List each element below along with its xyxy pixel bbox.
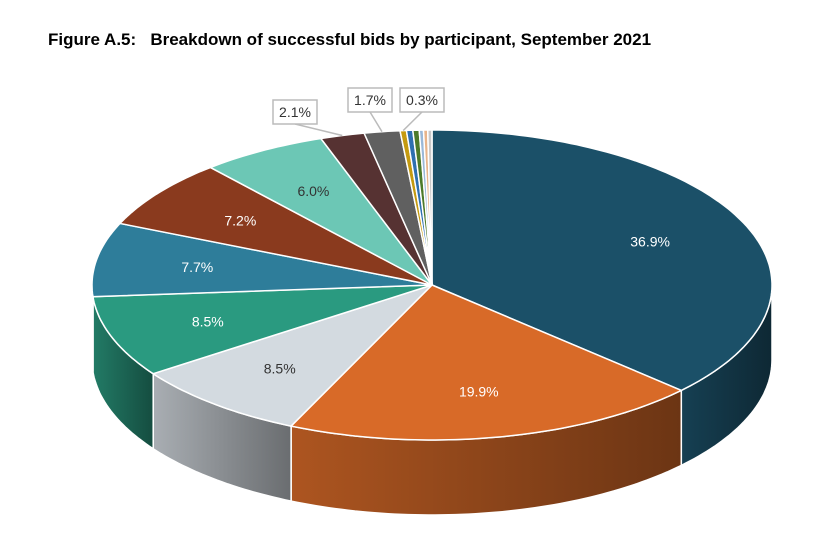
pie-slice-2 [151, 284, 433, 427]
slice-label: 6.0% [297, 183, 329, 199]
callout-box [399, 87, 445, 113]
pie-slice-7 [319, 132, 433, 286]
slice-label: 2.1% [279, 104, 311, 120]
slice-label: 7.7% [181, 259, 213, 275]
slice-label: 1.7% [354, 92, 386, 108]
pie-slice-8 [363, 129, 433, 286]
pie-slice-4 [90, 222, 433, 299]
pie-slice-14 [426, 129, 433, 286]
pie-slice-0 [431, 129, 773, 392]
slice-label: 36.9% [630, 234, 670, 250]
pie-top [90, 129, 773, 441]
slice-label: 8.5% [264, 360, 296, 376]
pie-slice-6 [208, 137, 433, 286]
callout-box [272, 99, 318, 125]
slice-label: 0.3% [406, 92, 438, 108]
callout-line [369, 111, 383, 133]
pie-slice-3 [92, 284, 433, 375]
slice-label: 7.2% [224, 213, 256, 229]
callout-line [402, 111, 423, 132]
chart-title: Figure A.5: Breakdown of successful bids… [48, 30, 652, 49]
callout-line [294, 123, 343, 137]
slice-label: 8.5% [192, 313, 224, 329]
slice-label: 19.9% [459, 383, 499, 399]
pie-slice-1 [289, 284, 683, 441]
callout-box [347, 87, 393, 113]
pie-slice-5 [118, 166, 433, 286]
pie-labels: 36.9% 19.9% 8.5% 8.5% 7.7% 7.2% 6.0% 2.1% 1.7% 0.… [181, 87, 670, 399]
